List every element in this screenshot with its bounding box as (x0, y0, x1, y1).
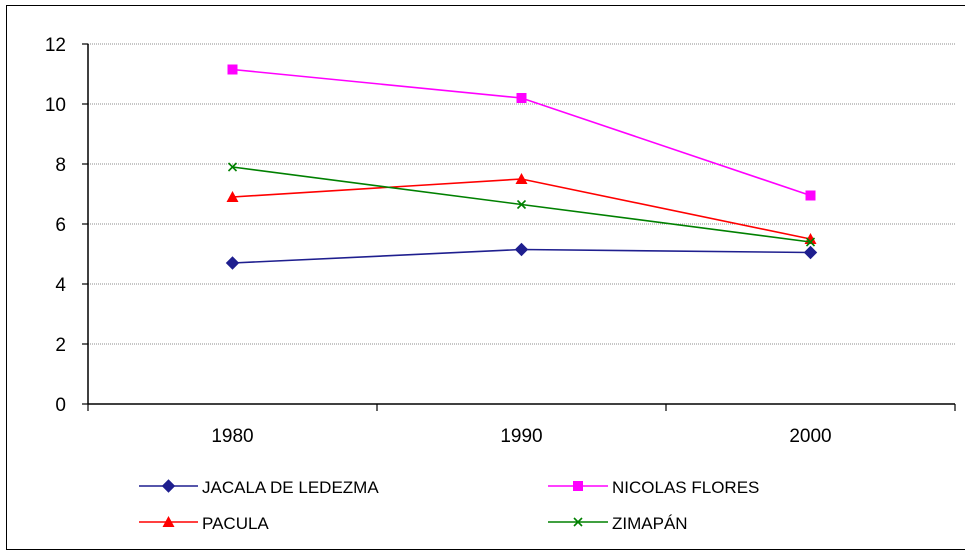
data-point (514, 242, 529, 257)
y-tick-label: 0 (55, 395, 66, 416)
legend-entry: ZIMAPÁN (548, 514, 688, 533)
legend-label: PACULA (202, 514, 269, 533)
series-lines (225, 64, 818, 270)
legend: JACALA DE LEDEZMA NICOLAS FLORES PACULA ZIM… (139, 478, 759, 533)
y-tick-label: 2 (55, 335, 66, 356)
data-point (516, 199, 527, 210)
legend-entry: JACALA DE LEDEZMA (139, 478, 379, 497)
series-0 (225, 242, 818, 270)
data-point (227, 162, 238, 172)
x-tick-label: 2000 (789, 426, 831, 447)
x-tick-label: 1990 (500, 426, 542, 447)
y-tick-label: 10 (45, 95, 66, 116)
y-tick-label: 8 (55, 155, 66, 176)
data-point (516, 93, 527, 103)
x-marker-stroke (516, 199, 527, 210)
x-tick-label: 1980 (211, 426, 253, 447)
chart-frame (6, 5, 965, 550)
axes: 0 2 4 6 8 10 12 1980 1990 2000 (45, 35, 956, 447)
series-2 (226, 173, 817, 244)
y-tick-label: 6 (55, 215, 66, 236)
y-tick-label: 12 (45, 35, 66, 56)
data-point (225, 256, 240, 270)
data-point (515, 173, 528, 184)
data-point (227, 64, 238, 75)
gridlines (88, 43, 955, 345)
legend-label: NICOLAS FLORES (612, 478, 759, 497)
data-point (573, 481, 583, 491)
x-marker-stroke (805, 237, 816, 247)
data-point (162, 516, 175, 527)
y-tick-label: 4 (55, 275, 66, 296)
legend-label: ZIMAPÁN (612, 514, 688, 533)
data-point (573, 517, 583, 527)
legend-entry: NICOLAS FLORES (548, 478, 759, 497)
data-point (226, 191, 239, 202)
legend-label: JACALA DE LEDEZMA (202, 478, 379, 497)
data-point (161, 479, 176, 493)
series-1 (227, 64, 816, 201)
legend-entry: PACULA (139, 514, 269, 533)
data-point (805, 237, 816, 247)
x-marker-stroke (573, 517, 583, 527)
data-point (803, 245, 818, 260)
x-marker-stroke (227, 162, 238, 172)
series-3 (227, 162, 816, 247)
data-point (805, 190, 816, 201)
